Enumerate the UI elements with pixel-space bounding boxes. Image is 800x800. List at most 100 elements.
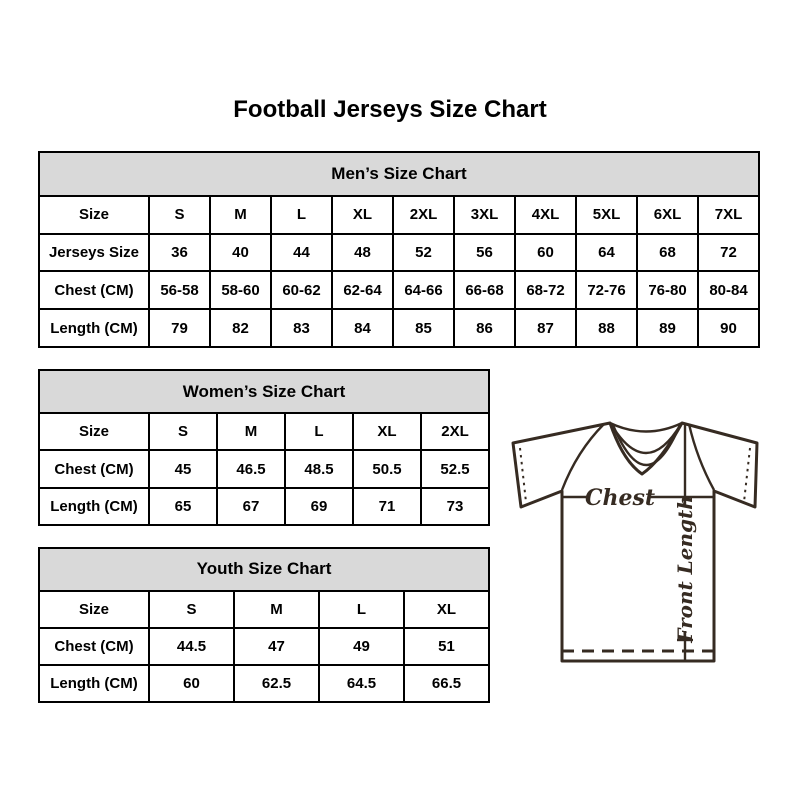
size-cell: 44.5 — [148, 626, 235, 666]
size-cell: 3XL — [453, 194, 516, 235]
size-cell: 83 — [270, 308, 333, 348]
mens-table-title: Men’s Size Chart — [38, 151, 760, 197]
row-label: Size — [38, 412, 150, 452]
size-cell: 66.5 — [403, 663, 490, 704]
table-row: Length (CM) 65 67 69 71 73 — [38, 486, 490, 527]
table-header-row: Youth Size Chart — [38, 547, 490, 592]
collar-band-inner-curve — [611, 424, 682, 467]
size-cell: 71 — [352, 486, 422, 527]
size-cell: 72-76 — [575, 270, 638, 311]
size-cell: 62-64 — [331, 270, 394, 311]
table-row: Chest (CM) 45 46.5 48.5 50.5 52.5 — [38, 449, 490, 489]
sleeve-seam-right — [687, 423, 716, 491]
size-cell: 46.5 — [216, 449, 286, 489]
size-cell: 67 — [216, 486, 286, 527]
size-cell: 69 — [284, 486, 354, 527]
size-cell: 47 — [233, 626, 320, 666]
table-row: Length (CM) 60 62.5 64.5 66.5 — [38, 663, 490, 704]
size-cell: 86 — [453, 308, 516, 348]
row-label: Size — [38, 589, 150, 629]
size-cell: 40 — [209, 232, 272, 273]
table-row: Size S M L XL 2XL — [38, 412, 490, 452]
size-cell: 4XL — [514, 194, 577, 235]
size-cell: 50.5 — [352, 449, 422, 489]
size-cell: 87 — [514, 308, 577, 348]
size-cell: 60 — [514, 232, 577, 273]
size-cell: 88 — [575, 308, 638, 348]
size-cell: 64.5 — [318, 663, 405, 704]
cuff-stitch-right-icon — [743, 447, 751, 503]
sleeve-seam-left — [560, 423, 605, 491]
size-cell: 2XL — [392, 194, 455, 235]
row-label: Chest (CM) — [38, 449, 150, 489]
size-cell: 5XL — [575, 194, 638, 235]
size-cell: 82 — [209, 308, 272, 348]
size-cell: 60 — [148, 663, 235, 704]
size-cell: 90 — [697, 308, 760, 348]
size-cell: S — [148, 194, 211, 235]
size-cell: 60-62 — [270, 270, 333, 311]
row-label: Chest (CM) — [38, 626, 150, 666]
row-label: Chest (CM) — [38, 270, 150, 311]
size-cell: L — [270, 194, 333, 235]
size-cell: L — [284, 412, 354, 452]
size-cell: 76-80 — [636, 270, 699, 311]
front-length-measure-label: Front Length — [673, 495, 697, 644]
size-cell: 7XL — [697, 194, 760, 235]
size-cell: 56 — [453, 232, 516, 273]
size-cell: 64 — [575, 232, 638, 273]
size-cell: 73 — [420, 486, 490, 527]
youth-table-title: Youth Size Chart — [38, 547, 490, 592]
row-label: Length (CM) — [38, 663, 150, 704]
size-cell: S — [148, 589, 235, 629]
size-cell: 80-84 — [697, 270, 760, 311]
table-row: Chest (CM) 56-58 58-60 60-62 62-64 64-66 66-68… — [38, 270, 760, 311]
size-cell: 48 — [331, 232, 394, 273]
size-cell: 49 — [318, 626, 405, 666]
table-header-row: Men’s Size Chart — [38, 151, 760, 197]
size-cell: 66-68 — [453, 270, 516, 311]
row-label: Length (CM) — [38, 486, 150, 527]
size-cell: 68-72 — [514, 270, 577, 311]
size-cell: 6XL — [636, 194, 699, 235]
jersey-diagram: Chest Front Length — [511, 421, 759, 663]
size-cell: L — [318, 589, 405, 629]
youth-size-table: Youth Size Chart Size S M L XL Chest (CM) 44.5 4… — [38, 547, 490, 704]
table-row: Chest (CM) 44.5 47 49 51 — [38, 626, 490, 666]
size-cell: 45 — [148, 449, 218, 489]
size-cell: 85 — [392, 308, 455, 348]
row-label: Jerseys Size — [38, 232, 150, 273]
page-title: Football Jerseys Size Chart — [233, 96, 547, 123]
size-cell: 2XL — [420, 412, 490, 452]
size-cell: 79 — [148, 308, 211, 348]
size-cell: 68 — [636, 232, 699, 273]
size-cell: 64-66 — [392, 270, 455, 311]
cuff-stitch-left-icon — [519, 447, 527, 503]
table-row: Jerseys Size 36 40 44 48 52 56 60 64 68 72 — [38, 232, 760, 273]
size-cell: XL — [352, 412, 422, 452]
womens-size-table: Women’s Size Chart Size S M L XL 2XL Chest (CM)… — [38, 368, 490, 527]
size-cell: M — [209, 194, 272, 235]
jersey-outline — [511, 421, 759, 663]
size-cell: 44 — [270, 232, 333, 273]
size-cell: 65 — [148, 486, 218, 527]
size-cell: M — [233, 589, 320, 629]
table-row: Size S M L XL — [38, 589, 490, 629]
size-cell: 52.5 — [420, 449, 490, 489]
collar-back-curve — [609, 421, 683, 433]
size-cell: XL — [331, 194, 394, 235]
row-label: Size — [38, 194, 150, 235]
mens-size-table: Men’s Size Chart Size S M L XL 2XL 3XL 4XL 5XL 6XL… — [38, 151, 760, 348]
size-cell: 89 — [636, 308, 699, 348]
row-label: Length (CM) — [38, 308, 150, 348]
size-cell: 56-58 — [148, 270, 211, 311]
size-cell: 48.5 — [284, 449, 354, 489]
size-cell: M — [216, 412, 286, 452]
chest-measure-label: Chest — [585, 485, 655, 511]
size-cell: 58-60 — [209, 270, 272, 311]
size-cell: 84 — [331, 308, 394, 348]
size-cell: 62.5 — [233, 663, 320, 704]
size-cell: 52 — [392, 232, 455, 273]
table-header-row: Women’s Size Chart — [38, 368, 490, 415]
